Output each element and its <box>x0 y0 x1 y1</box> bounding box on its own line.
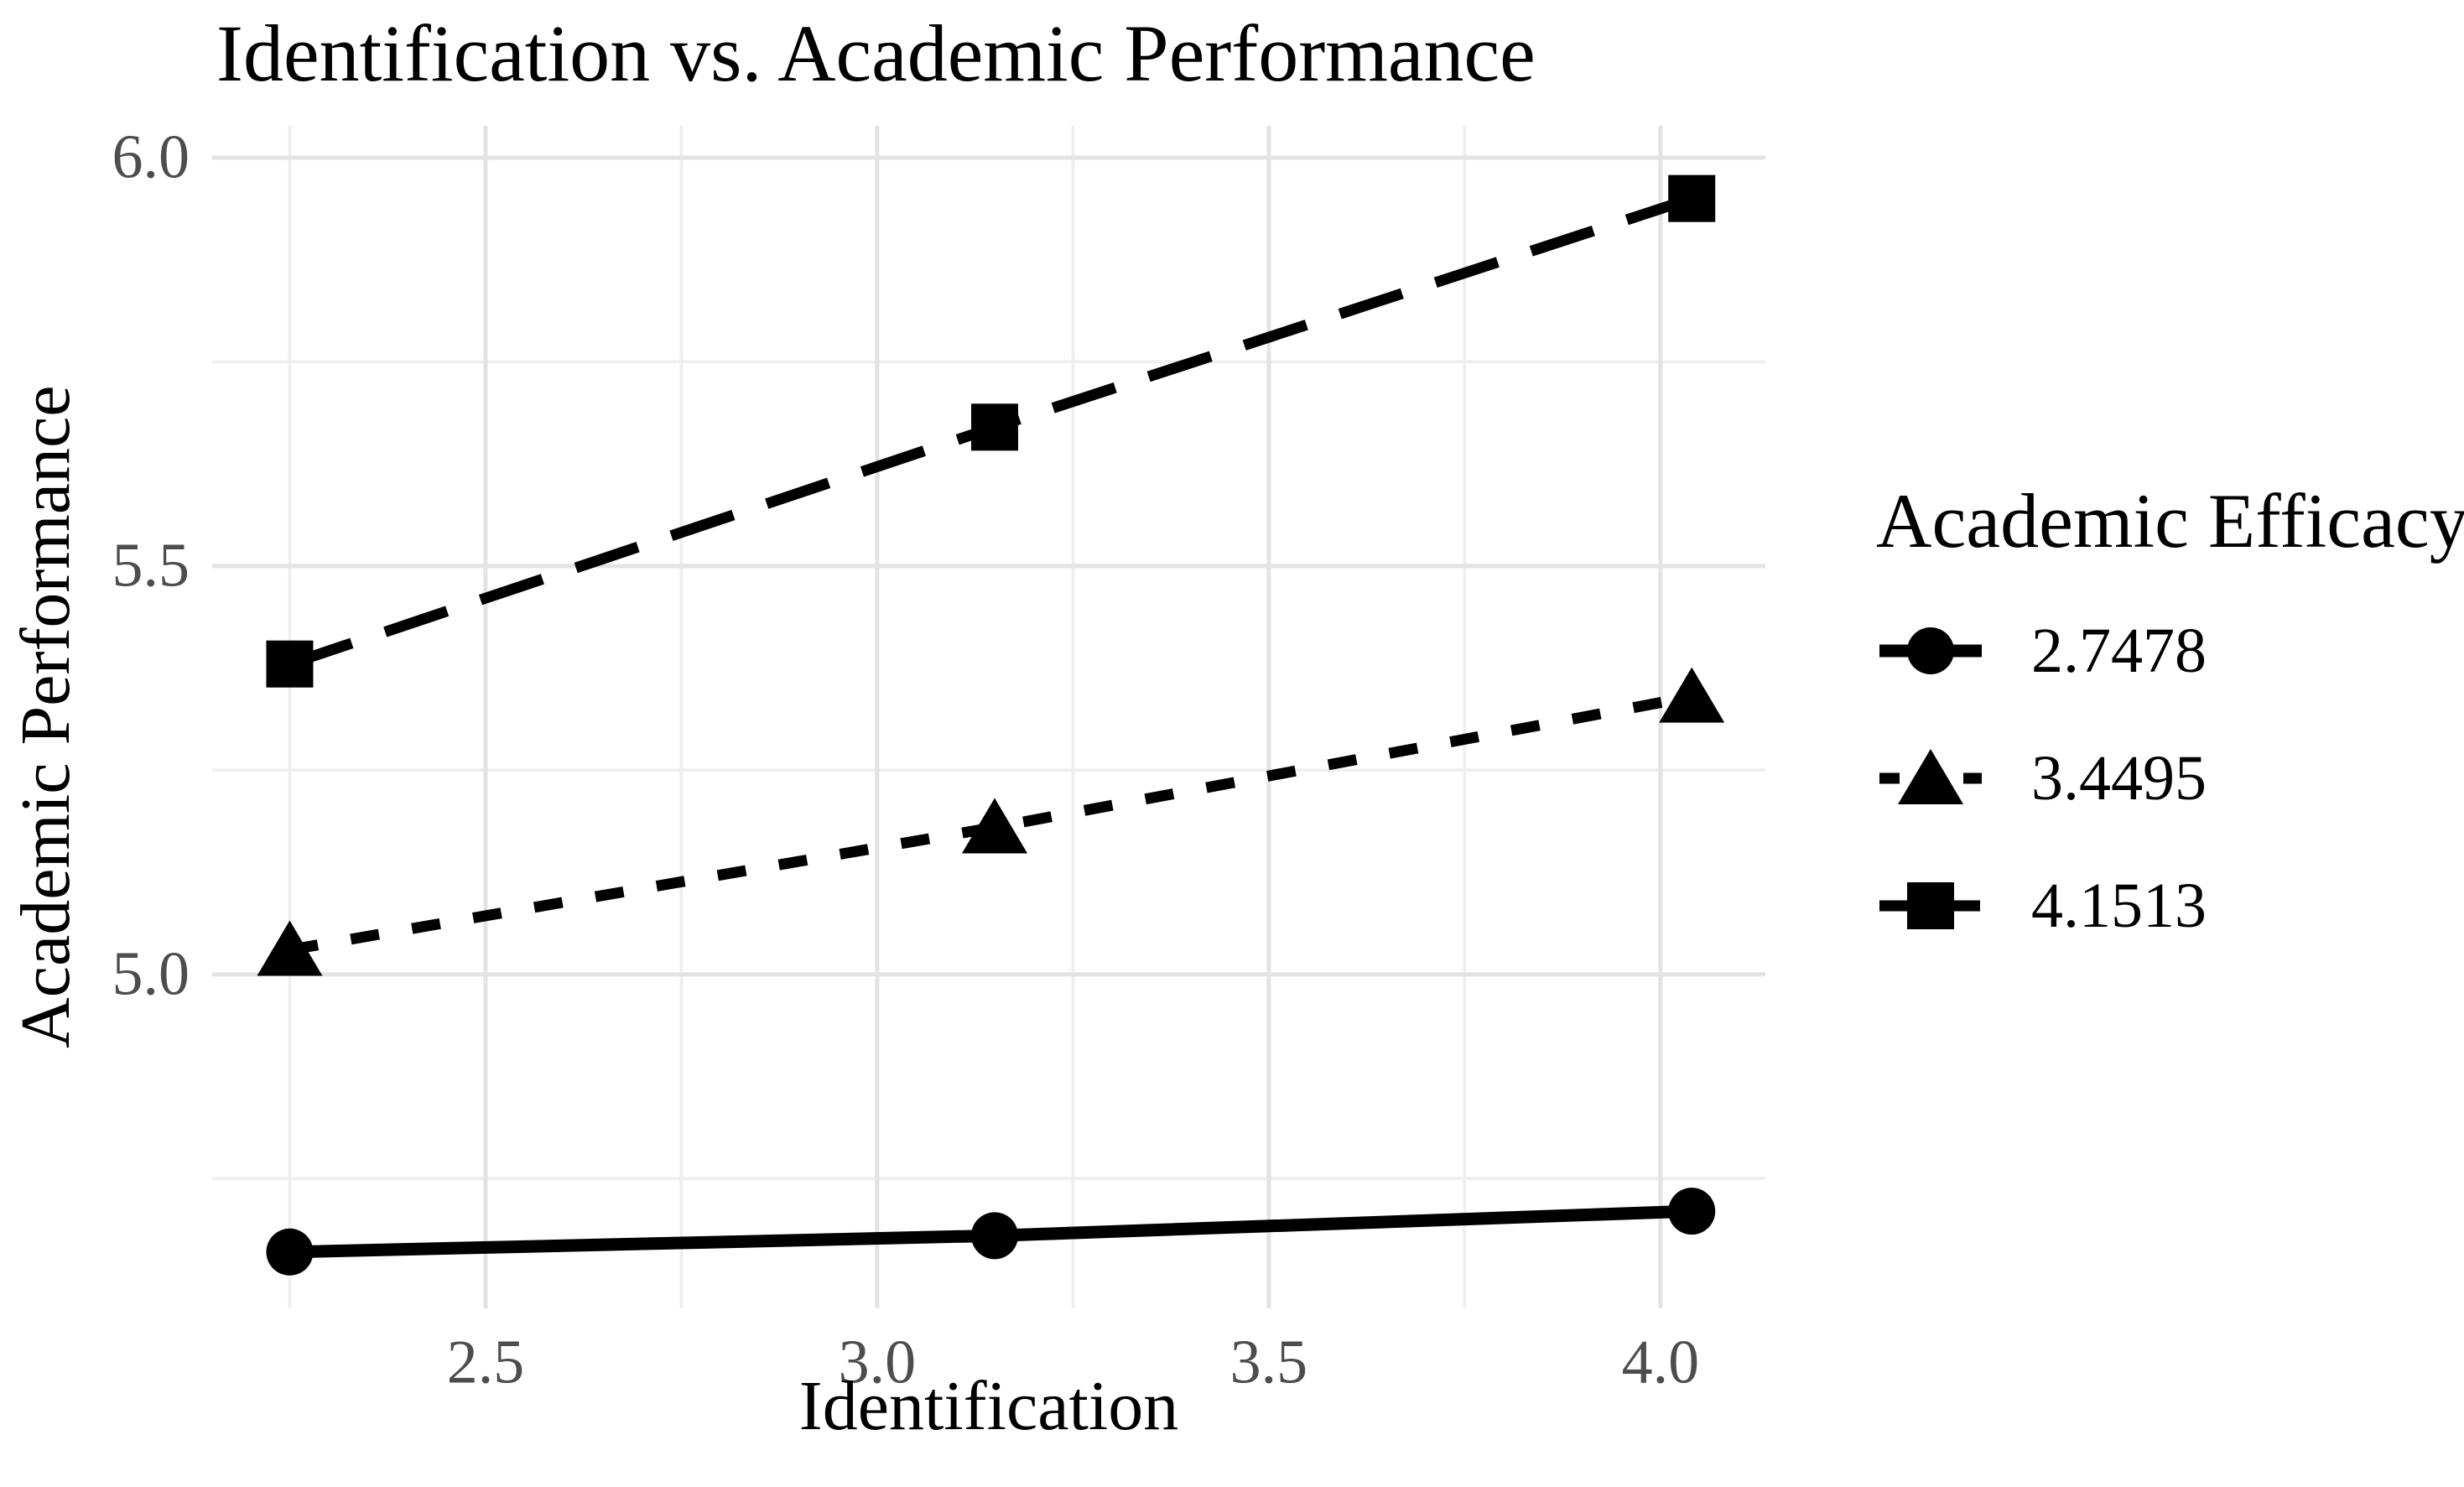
plot-area <box>212 126 1765 1308</box>
y-tick-label: 6.0 <box>112 122 190 192</box>
data-point-triangle <box>257 920 323 976</box>
legend: Academic Efficacy 2.7478 3.4495 4.1513 <box>1876 476 2464 948</box>
legend-item-label: 4.1513 <box>2031 870 2207 941</box>
x-tick-label: 3.5 <box>1229 1328 1308 1397</box>
x-tick-label: 4.0 <box>1621 1328 1700 1397</box>
legend-title: Academic Efficacy <box>1876 478 2464 564</box>
legend-key-triangle-dotted-icon <box>1879 749 1982 804</box>
legend-item-label: 2.7478 <box>2031 615 2207 686</box>
data-point-circle <box>1907 627 1954 674</box>
data-point-circle <box>266 1228 314 1276</box>
legend-item: 4.1513 <box>1876 864 2464 948</box>
y-tick-label: 5.5 <box>112 531 190 601</box>
data-point-triangle <box>1659 667 1725 723</box>
data-point-circle <box>1668 1188 1716 1235</box>
data-point-triangle <box>962 798 1028 854</box>
data-point-triangle <box>1898 749 1963 804</box>
data-point-square <box>1668 174 1716 222</box>
legend-item: 3.4495 <box>1876 736 2464 820</box>
y-tick-label: 5.0 <box>112 939 190 1009</box>
data-point-square <box>971 403 1019 451</box>
series-line-3.4495 <box>289 691 1693 955</box>
x-tick-label: 3.0 <box>838 1328 917 1397</box>
legend-item-label: 3.4495 <box>2031 742 2207 814</box>
legend-key-square-dashed-icon <box>1879 882 1982 929</box>
x-tick-label: 2.5 <box>446 1328 525 1397</box>
data-point-square <box>266 640 314 688</box>
chart-title: Identification vs. Academic Performance <box>216 8 1536 98</box>
data-point-square <box>1907 882 1954 929</box>
data-point-circle <box>971 1212 1019 1260</box>
y-axis-title: Academic Performance <box>7 385 85 1049</box>
x-axis-title: Identification <box>798 1367 1179 1445</box>
legend-item: 2.7478 <box>1876 609 2464 693</box>
legend-key-circle-solid-icon <box>1879 627 1982 674</box>
